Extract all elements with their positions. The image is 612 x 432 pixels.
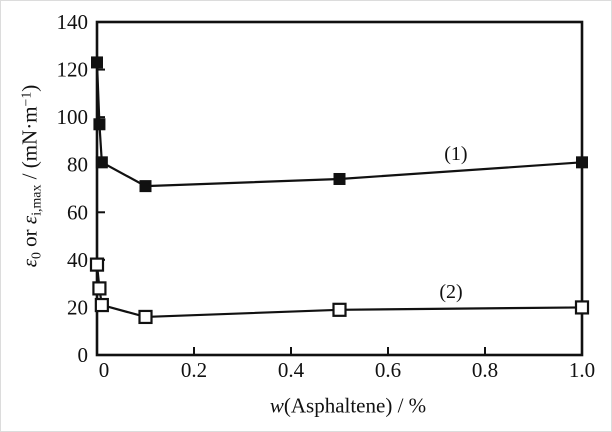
y-label-exponent: −1 (18, 91, 34, 107)
data-point-marker-series-1 (576, 156, 588, 169)
y-label-epsilon-i: ε (17, 215, 42, 225)
data-point-marker-series-2 (92, 281, 107, 296)
x-tick-label: 0.4 (278, 358, 305, 382)
y-axis-label: ε0 or εi,max / (mN·m−1) (17, 84, 44, 268)
x-label-rest: (Asphaltene) / % (283, 393, 427, 418)
data-point-marker-series-1 (139, 180, 152, 193)
y-tick-label: 120 (57, 58, 89, 82)
y-tick-label: 80 (67, 153, 88, 177)
plot-border (95, 20, 584, 357)
y-label-or: or (17, 224, 42, 253)
data-point-marker-series-1 (91, 56, 103, 69)
series-label-1: (1) (444, 143, 467, 165)
y-tick-label: 40 (67, 248, 88, 272)
x-tick-label: 1.0 (569, 358, 595, 382)
data-point-marker-series-2 (574, 300, 590, 315)
x-tick-label: 0 (99, 358, 110, 382)
x-tick-label: 0.6 (375, 358, 401, 382)
data-point-marker-series-2 (138, 309, 153, 325)
y-tick-label: 140 (57, 10, 89, 34)
y-label-close-paren: ) (17, 84, 42, 92)
y-label-sub0: 0 (28, 252, 44, 260)
y-tick-label: 20 (67, 295, 88, 319)
y-label-epsilon0: ε (17, 259, 42, 268)
y-tick-label: 100 (57, 105, 89, 129)
series-label-2: (2) (439, 281, 462, 303)
data-point-marker-series-1 (93, 118, 106, 131)
x-label-variable: w (269, 393, 284, 418)
y-label-units: / (mN·m (17, 106, 42, 185)
data-point-marker-series-2 (94, 297, 109, 313)
data-point-marker-series-2 (89, 257, 105, 272)
data-point-marker-series-1 (333, 172, 346, 185)
series-line-1 (95, 62, 583, 188)
data-point-marker-series-1 (95, 156, 108, 169)
y-tick-label: 60 (67, 200, 88, 224)
x-tick-label: 0.8 (472, 358, 498, 382)
x-tick-label: 0.2 (181, 358, 207, 382)
y-label-sub-imax: i,max (28, 184, 44, 216)
y-tick-label: 0 (78, 343, 89, 367)
data-point-marker-series-2 (332, 302, 347, 317)
x-axis-label: w(Asphaltene) / % (270, 394, 426, 419)
